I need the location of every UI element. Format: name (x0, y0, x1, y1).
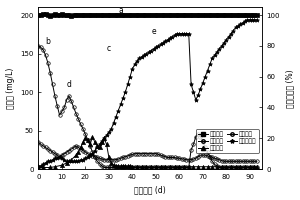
Text: b: b (46, 37, 50, 46)
Text: c: c (106, 44, 111, 53)
Y-axis label: 氮浓度 (mg/L): 氮浓度 (mg/L) (6, 68, 15, 109)
Text: a: a (118, 6, 123, 15)
Legend: 进水氨氮, 出水氨氮, 出水亚氮, 出水础氮, 总氮去除率: 进水氨氮, 出水氨氮, 出水亚氮, 出水础氮, 总氮去除率 (196, 129, 259, 153)
Y-axis label: 总氮去除率 (%): 总氮去除率 (%) (285, 69, 294, 108)
X-axis label: 运行时间 (d): 运行时间 (d) (134, 185, 166, 194)
Text: d: d (67, 80, 71, 89)
Text: e: e (151, 27, 156, 36)
